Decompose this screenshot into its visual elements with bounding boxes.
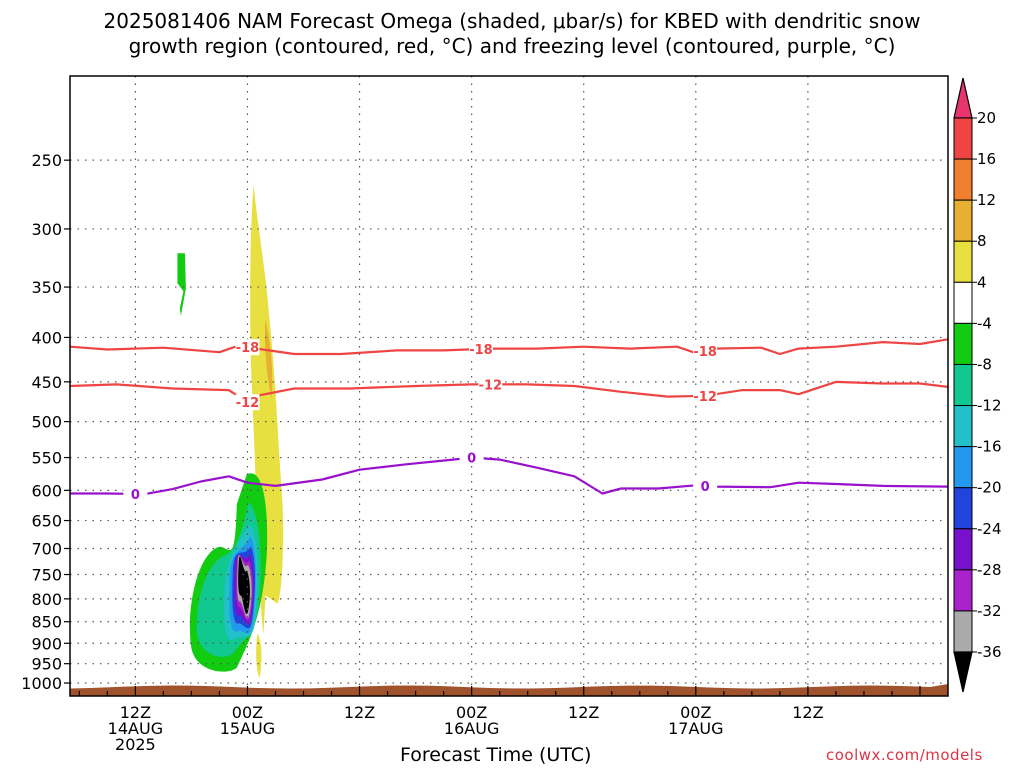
y-tick-label: 450 (31, 373, 62, 392)
x-tick-label: 16AUG (444, 719, 499, 738)
y-tick-label: 750 (31, 566, 62, 585)
colorbar-label: 8 (977, 232, 987, 250)
y-tick-label: 850 (31, 613, 62, 632)
colorbar-label: -20 (977, 479, 1002, 497)
omega-shade-ascent-max (238, 556, 250, 614)
colorbar-segment (953, 446, 973, 489)
colorbar-segment (953, 281, 973, 324)
y-tick-label: 700 (31, 539, 62, 558)
contour-label: -18 (236, 341, 260, 356)
colorbar-segment (953, 117, 973, 160)
omega-shade-descent-lower (256, 633, 262, 679)
x-tick-label: 12Z (120, 703, 151, 722)
x-tick-label: 12Z (792, 703, 823, 722)
plot-frame (69, 75, 949, 697)
x-tick-label: 15AUG (220, 719, 275, 738)
contour-label: -18 (469, 343, 493, 358)
y-tick-label: 600 (31, 481, 62, 500)
contour-line-dgz (70, 338, 948, 356)
colorbar-label: -8 (977, 355, 992, 373)
y-tick-label: 950 (31, 655, 62, 674)
y-tick-label: 350 (31, 278, 62, 297)
x-tick-label: 12Z (344, 703, 375, 722)
colorbar-segment (953, 610, 973, 653)
colorbar-label: 12 (977, 191, 996, 209)
colorbar-label: 20 (977, 109, 996, 127)
contour-label-bg (478, 376, 503, 393)
colorbar-segment (953, 322, 973, 365)
x-tick-label: 14AUG (108, 719, 163, 738)
contour-label: 0 (467, 452, 476, 467)
colorbar-segment (953, 240, 973, 283)
colorbar-segment (953, 199, 973, 242)
y-tick-label: 900 (31, 634, 62, 653)
omega-shade-weak-ascent (177, 253, 186, 317)
colorbar-segment (953, 363, 973, 407)
y-tick-label: 500 (31, 413, 62, 432)
credit-text: coolwx.com/models (826, 746, 983, 764)
contour-line-dgz (70, 380, 948, 404)
contour-label: 0 (131, 488, 140, 503)
x-tick-label: 00Z (232, 703, 263, 722)
colorbar-segment (953, 569, 973, 612)
contour-label-bg (459, 449, 484, 466)
colorbar-arrow-bottom (953, 651, 973, 693)
contour-label: -18 (693, 345, 717, 360)
y-tick-label: 550 (31, 449, 62, 468)
contour-line-freezing (70, 456, 948, 496)
colorbar-segment (953, 405, 973, 448)
colorbar-label: -28 (977, 561, 1002, 579)
contour-label-bg (468, 340, 493, 357)
contour-label-bg (693, 387, 718, 404)
colorbar-label: -24 (977, 520, 1002, 538)
chart-title-line-1: 2025081406 NAM Forecast Omega (shaded, μ… (103, 9, 921, 33)
contour-label: -12 (693, 390, 717, 405)
contour-label: -12 (479, 378, 503, 393)
colorbar-label: -12 (977, 397, 1002, 415)
colorbar-segment (953, 158, 973, 201)
colorbar-label: -32 (977, 602, 1002, 620)
y-tick-label: 250 (31, 151, 62, 170)
contour-label-bg (123, 485, 148, 502)
colorbar-label: 4 (977, 273, 987, 291)
y-tick-label: 300 (31, 220, 62, 239)
colorbar-segment (953, 487, 973, 530)
x-tick-label: 17AUG (668, 719, 723, 738)
colorbar-arrow-top (953, 77, 973, 119)
colorbar-segment (953, 528, 973, 571)
x-tick-label: 2025 (115, 735, 156, 754)
colorbar-label: 16 (977, 150, 996, 168)
y-tick-label: 650 (31, 512, 62, 531)
contour-label: -12 (236, 396, 260, 411)
contour-label-bg (235, 339, 260, 356)
colorbar-label: -36 (977, 643, 1002, 661)
y-tick-label: 800 (31, 590, 62, 609)
x-tick-label: 12Z (568, 703, 599, 722)
terrain-ground (70, 684, 948, 696)
x-axis-label: Forecast Time (UTC) (400, 744, 592, 766)
contour-label: 0 (701, 480, 710, 495)
y-tick-label: 400 (31, 328, 62, 347)
omega-shade-descent-core (264, 319, 273, 400)
contour-label-bg (235, 394, 260, 411)
y-tick-label: 1000 (21, 674, 62, 693)
contour-label-bg (693, 477, 718, 494)
colorbar-label: -16 (977, 438, 1002, 456)
chart-title-line-2: growth region (contoured, red, °C) and f… (128, 34, 896, 58)
x-tick-label: 00Z (456, 703, 487, 722)
x-tick-label: 00Z (680, 703, 711, 722)
colorbar-label: -4 (977, 314, 992, 332)
contour-label-bg (693, 342, 718, 359)
